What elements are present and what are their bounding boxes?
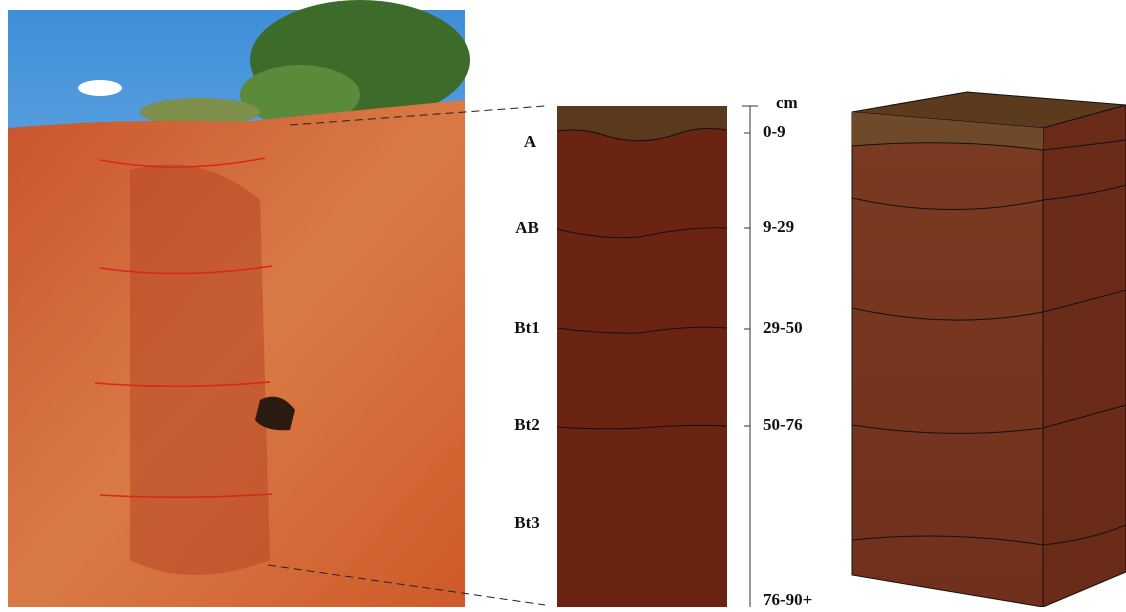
- soil-block: [852, 92, 1126, 607]
- soil-photo: [8, 0, 470, 607]
- horizon-label: Bt1: [514, 318, 540, 337]
- depth-label: 76-90+: [763, 590, 812, 607]
- horizon-label: Bt2: [514, 415, 540, 434]
- soil-profile-diagram: A AB Bt1 Bt2 Bt3 cm 0-9 9-29 29-50 50-76…: [0, 0, 1126, 607]
- depth-label: 0-9: [763, 122, 786, 141]
- depth-label: 29-50: [763, 318, 803, 337]
- page: {"scale_unit": "cm", "horizons": ["A", "…: [0, 0, 1126, 607]
- horizon-label: A: [524, 132, 537, 151]
- depth-label: 50-76: [763, 415, 803, 434]
- horizon-label: AB: [515, 218, 539, 237]
- profile-column: [557, 106, 727, 607]
- depth-scale: [742, 106, 758, 607]
- scale-unit: cm: [776, 93, 798, 112]
- depth-label: 9-29: [763, 217, 794, 236]
- horizon-label: Bt3: [514, 513, 540, 532]
